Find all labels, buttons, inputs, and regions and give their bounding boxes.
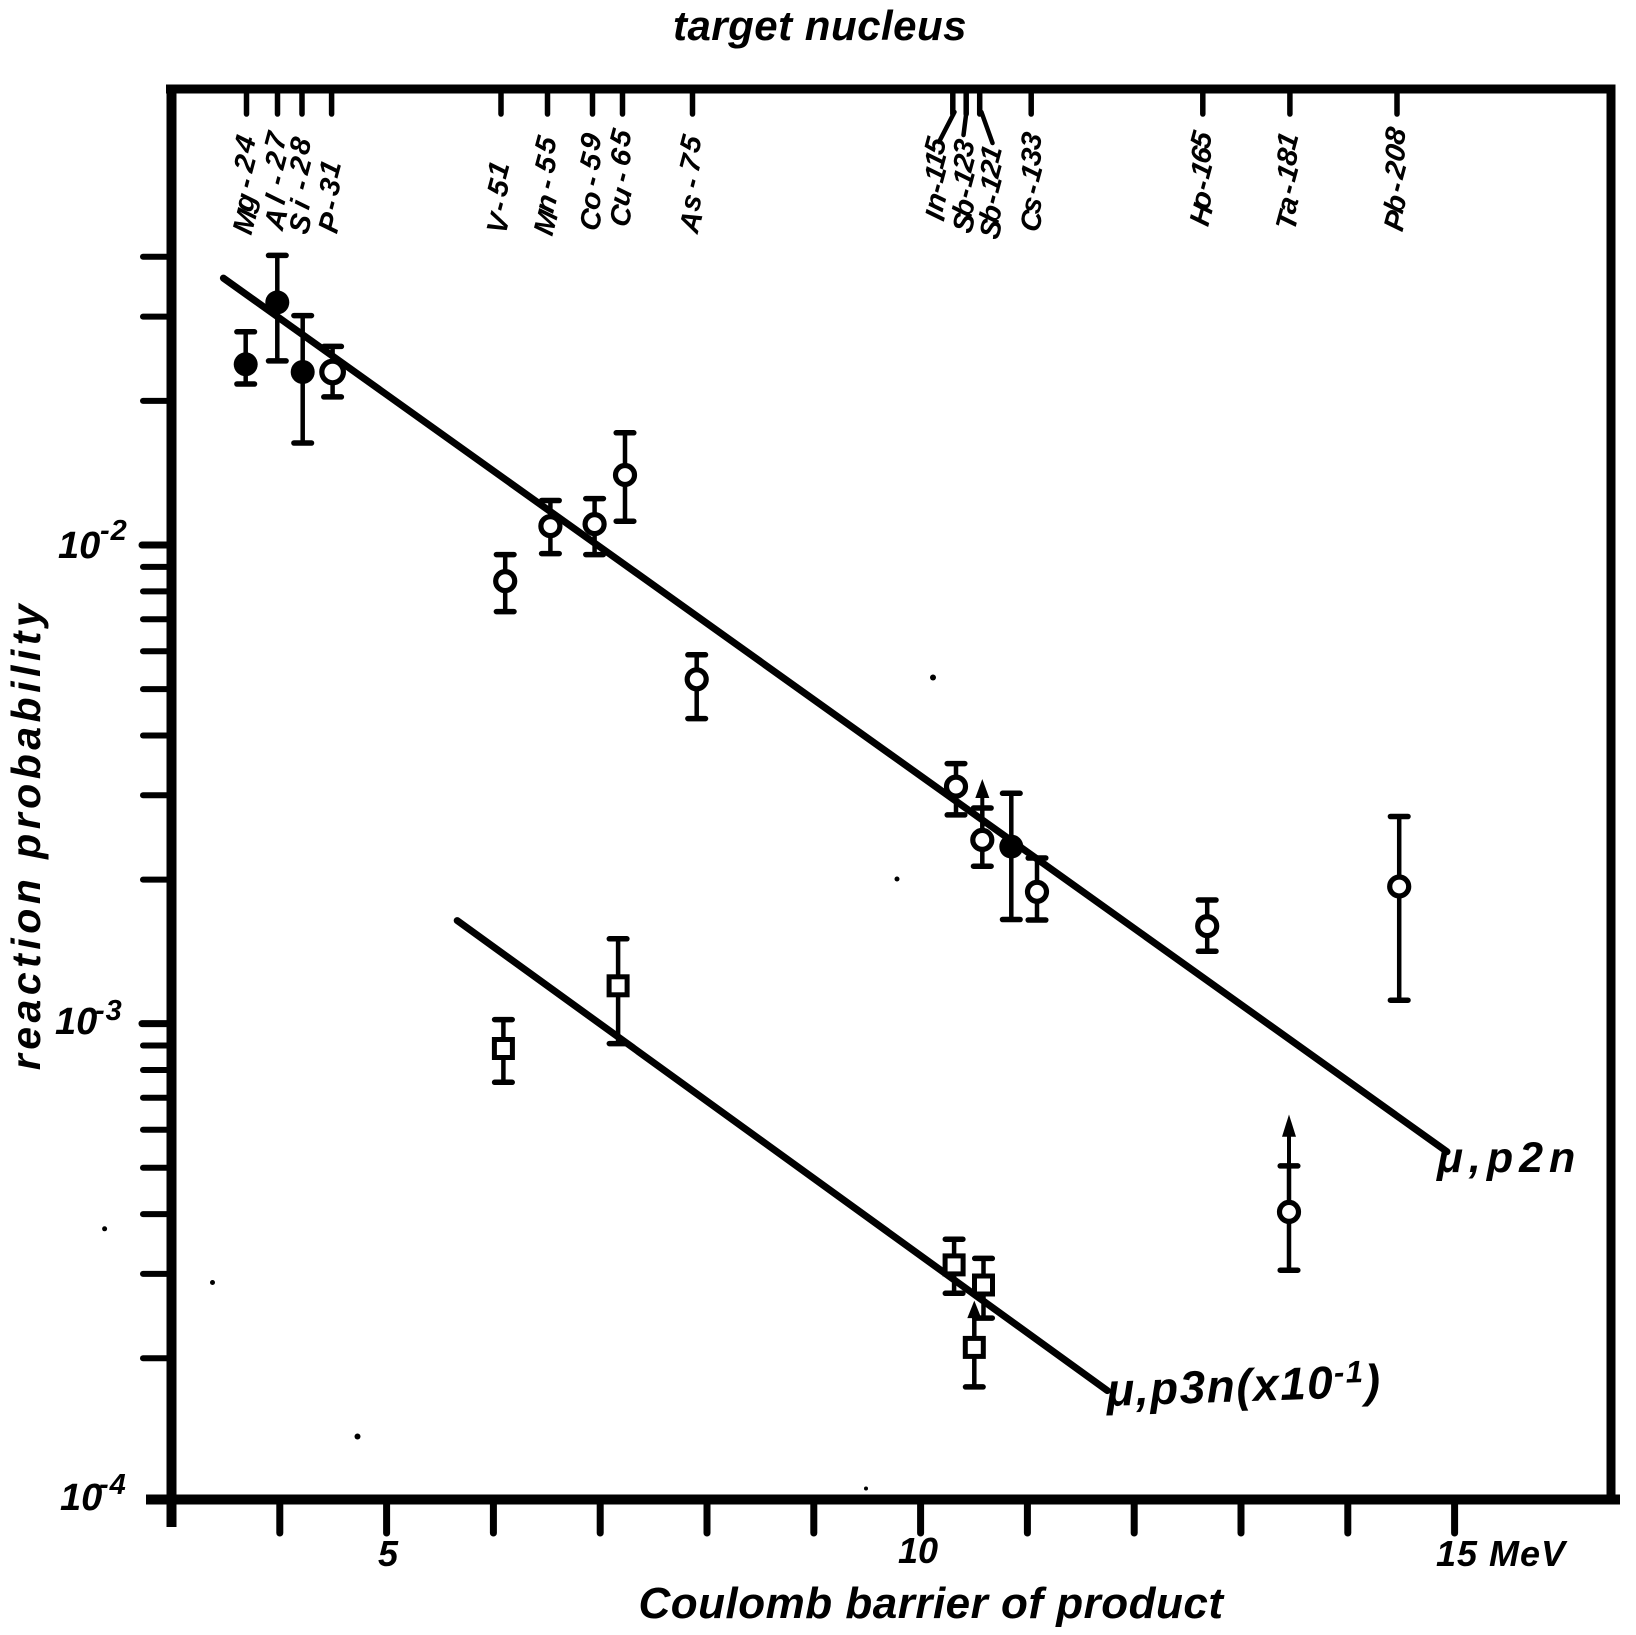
svg-text:reaction probability: reaction probability — [3, 600, 49, 1070]
svg-text:3: 3 — [947, 136, 982, 160]
svg-text:s: s — [1014, 193, 1049, 217]
svg-text:1: 1 — [1270, 161, 1305, 185]
svg-text:1: 1 — [947, 166, 982, 190]
svg-text:1: 1 — [918, 162, 953, 186]
svg-text:10: 10 — [60, 1477, 102, 1519]
svg-text:0: 0 — [1378, 141, 1413, 165]
svg-text:a: a — [1270, 193, 1305, 217]
svg-text:10: 10 — [58, 525, 100, 567]
svg-text:5: 5 — [378, 1533, 399, 1574]
svg-text:1: 1 — [1184, 158, 1219, 182]
svg-text:1: 1 — [313, 157, 348, 181]
svg-text:10: 10 — [898, 1530, 938, 1571]
svg-text:9: 9 — [574, 130, 609, 154]
svg-text:10: 10 — [55, 1001, 97, 1043]
svg-text:target nucleus: target nucleus — [673, 2, 967, 49]
svg-text:-3: -3 — [95, 995, 123, 1027]
svg-text:1: 1 — [918, 148, 953, 172]
svg-text:-4: -4 — [99, 1469, 127, 1501]
svg-text:3: 3 — [313, 175, 348, 199]
svg-text:3: 3 — [1014, 145, 1049, 169]
svg-text:Coulomb barrier of product: Coulomb barrier of product — [639, 1579, 1226, 1628]
svg-text:μ,p2n: μ,p2n — [1436, 1134, 1581, 1182]
svg-text:1: 1 — [1014, 161, 1049, 185]
svg-text:1: 1 — [1270, 129, 1305, 153]
svg-text:15 MeV: 15 MeV — [1436, 1533, 1568, 1574]
svg-text:-2: -2 — [100, 515, 128, 547]
svg-text:3: 3 — [1014, 129, 1049, 153]
svg-text:s: s — [674, 191, 709, 215]
svg-text:1: 1 — [974, 142, 1009, 166]
svg-text:1: 1 — [481, 158, 516, 182]
svg-text:1: 1 — [974, 172, 1009, 196]
